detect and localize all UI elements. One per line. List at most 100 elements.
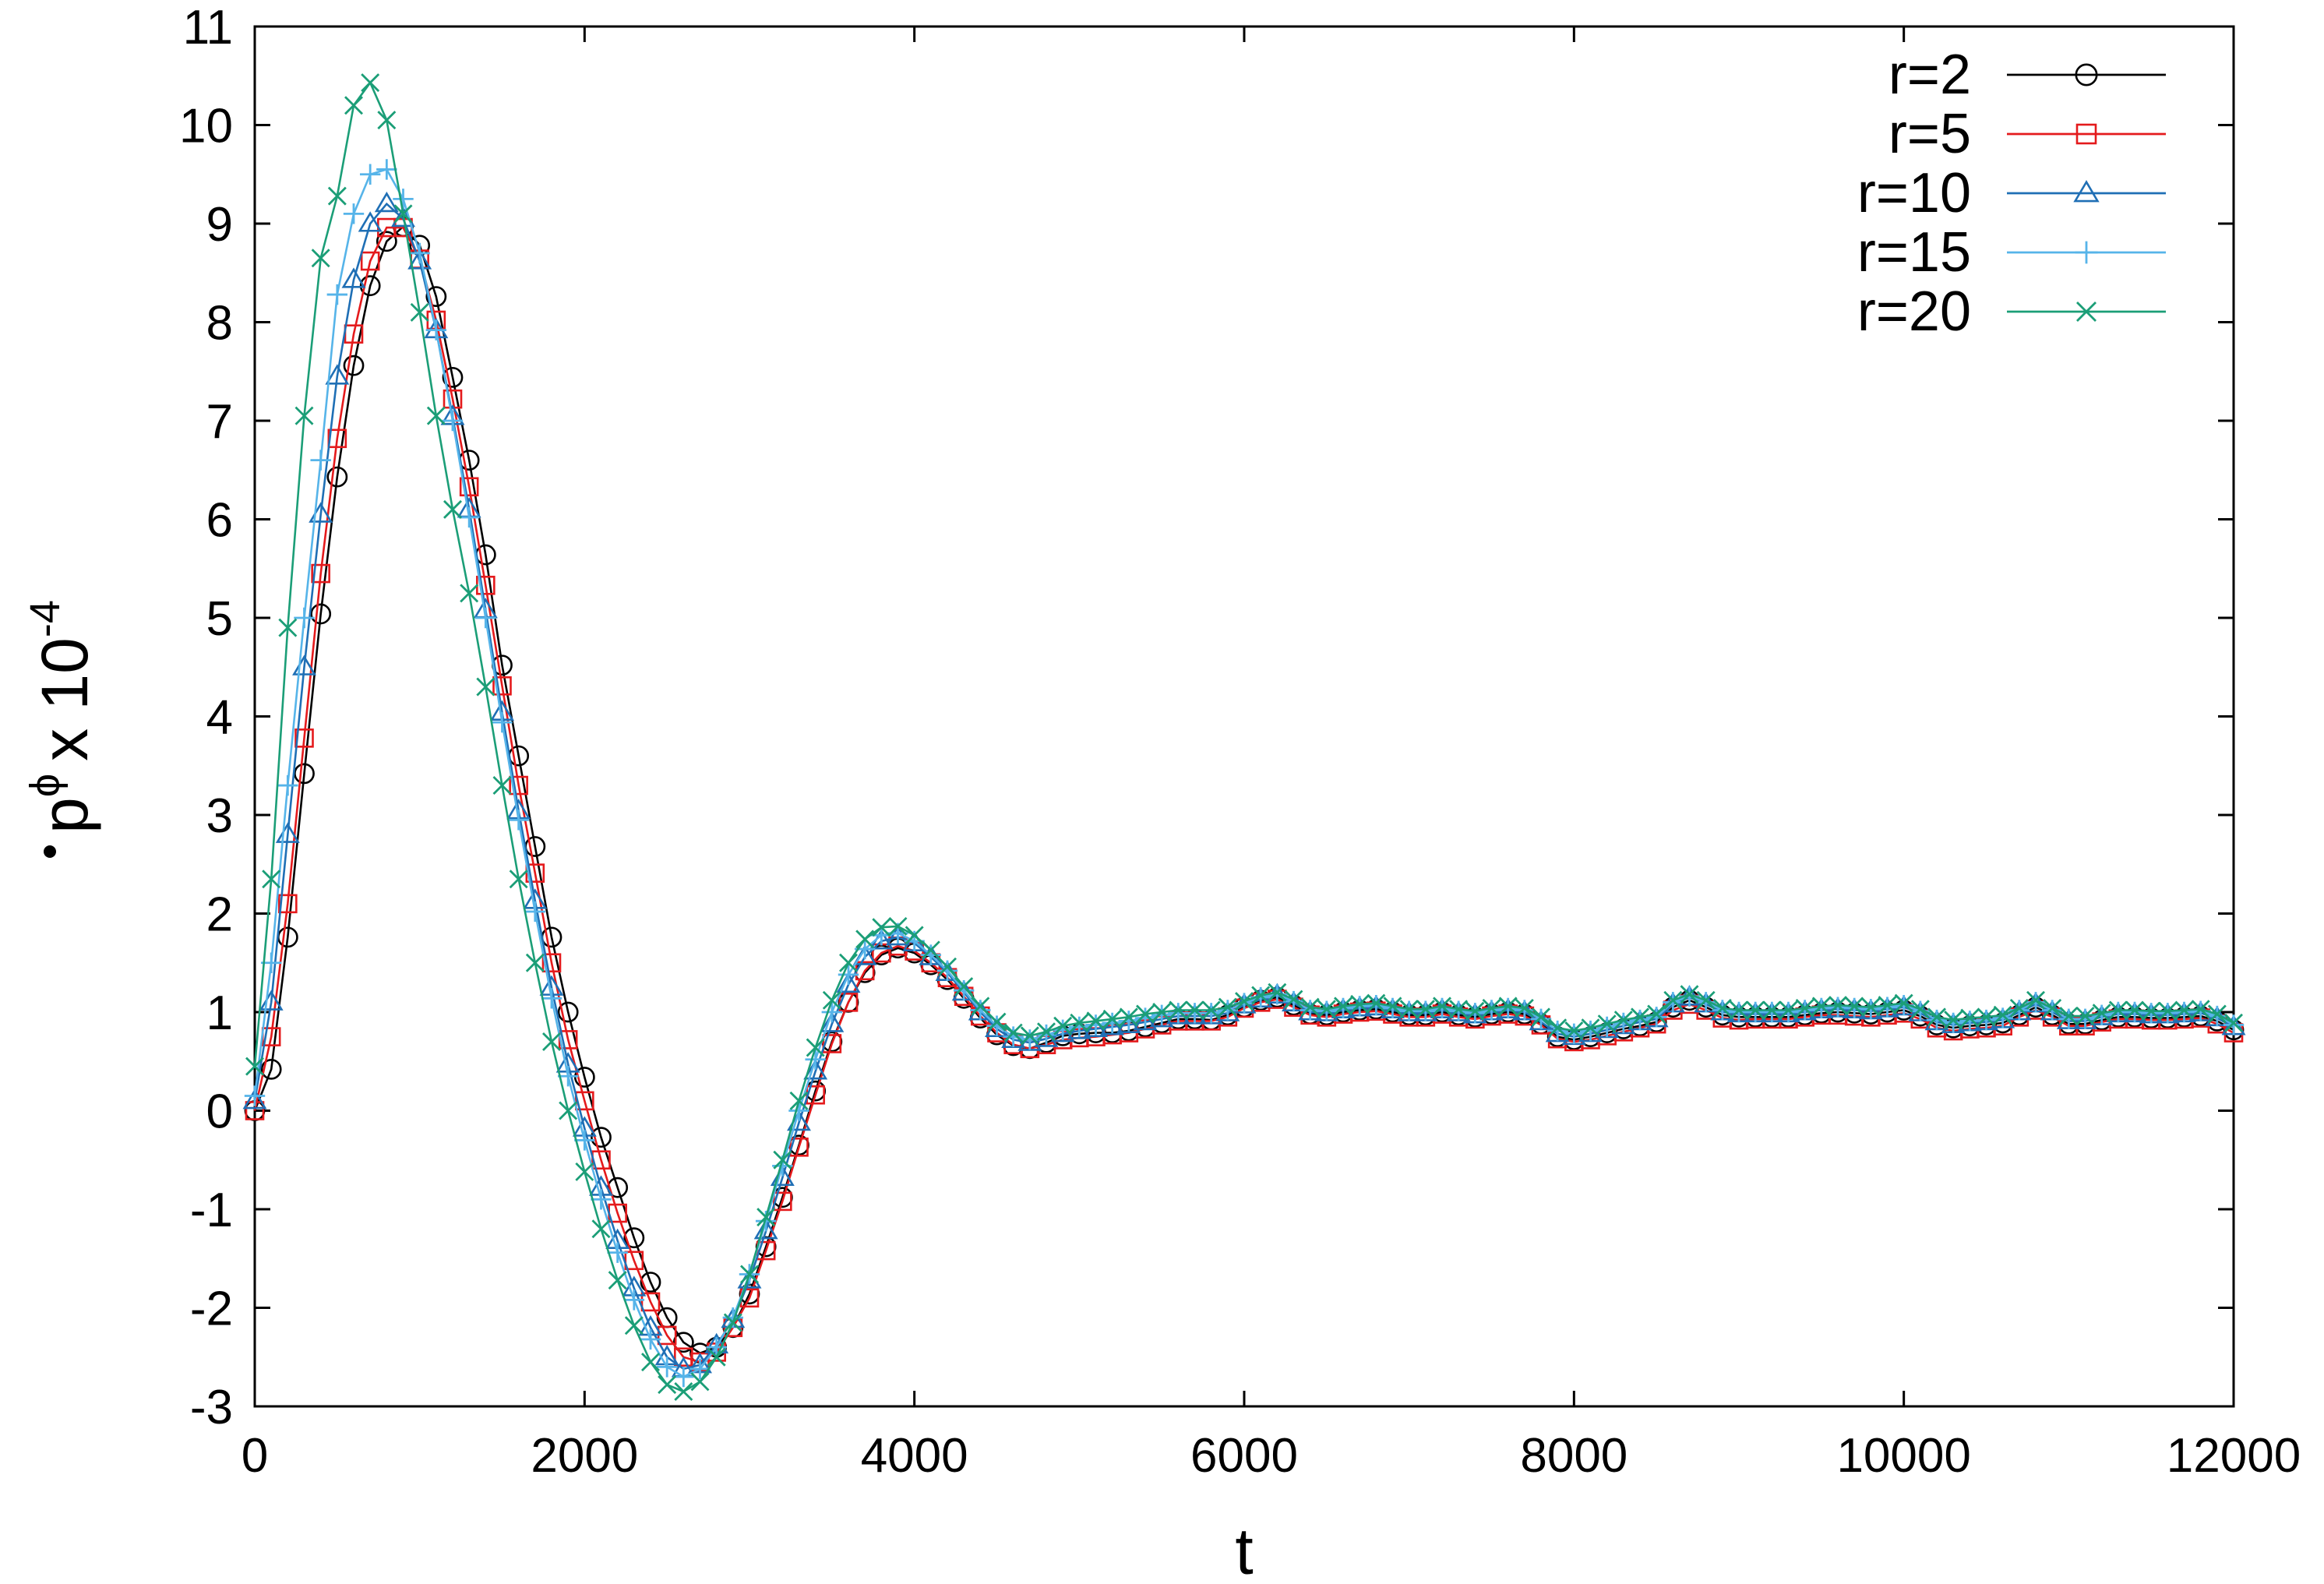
y-tick-label: 7 [206, 395, 233, 449]
data-point [921, 940, 940, 960]
data-point [2075, 241, 2098, 264]
data-point [805, 1049, 826, 1070]
data-point [872, 918, 891, 937]
data-point [591, 1219, 611, 1239]
data-point [1433, 997, 1451, 1016]
data-point [591, 1127, 612, 1148]
data-point [2059, 1007, 2079, 1026]
data-point [1497, 997, 1518, 1019]
data-point [623, 1289, 645, 1311]
data-point [1910, 1000, 1931, 1021]
data-point [658, 1375, 677, 1395]
data-point [278, 894, 298, 914]
data-point [1317, 1000, 1336, 1019]
data-point [1894, 993, 1913, 1013]
data-point [1878, 996, 1897, 1015]
y-axis-label-superscript: ϕ [22, 774, 69, 797]
data-point [1284, 990, 1303, 1009]
legend: r=2r=5r=10r=15r=20 [1857, 44, 2166, 343]
data-point [1695, 992, 1716, 1013]
data-point [1663, 990, 1683, 1010]
series-line [253, 202, 2234, 1371]
data-point [377, 111, 397, 130]
data-point [773, 1150, 792, 1169]
data-point [773, 1191, 792, 1212]
data-point [1663, 992, 1684, 1013]
data-point [1960, 1008, 1980, 1028]
legend-item: r=15 [1857, 221, 2166, 284]
data-point [756, 1208, 776, 1227]
data-point [1861, 997, 1881, 1017]
data-point [1645, 1007, 1667, 1028]
data-point [2073, 180, 2100, 203]
data-point [1829, 996, 1847, 1015]
data-point [938, 957, 957, 976]
data-point [905, 926, 924, 945]
data-point [1877, 997, 1898, 1018]
data-point [591, 1189, 612, 1210]
data-point [1762, 1000, 1782, 1020]
series-line [253, 224, 2234, 1355]
data-point [1152, 1003, 1172, 1021]
data-point [987, 1012, 1007, 1032]
data-point [2108, 1000, 2128, 1020]
series-line [253, 226, 2234, 1364]
data-point [574, 1130, 595, 1151]
x-axis-label: t [1235, 1515, 1253, 1584]
data-point [936, 960, 958, 982]
data-point [410, 302, 429, 322]
data-point [740, 1265, 759, 1284]
data-point [326, 466, 348, 488]
data-point [1977, 1007, 1996, 1027]
y-tick-label: 5 [206, 592, 233, 646]
y-tick-label: 2 [206, 888, 233, 942]
data-point [1546, 1020, 1568, 1042]
data-point [294, 763, 315, 785]
data-point [341, 267, 366, 288]
data-point [311, 249, 330, 268]
data-point [1730, 1000, 1748, 1020]
data-point [509, 870, 528, 889]
legend-label: r=15 [1857, 221, 1971, 284]
data-point [344, 96, 363, 115]
data-point [1712, 998, 1732, 1018]
x-tick-label: 4000 [861, 1429, 968, 1483]
data-point [1334, 997, 1352, 1016]
data-point [1283, 990, 1304, 1012]
data-point [2174, 1000, 2194, 1020]
data-point [1532, 1007, 1550, 1027]
data-point [838, 964, 859, 986]
data-point [1564, 1021, 1584, 1041]
data-point [970, 1000, 991, 1021]
data-point [242, 1088, 267, 1110]
data-point [2075, 123, 2097, 145]
y-tick-label: 3 [206, 789, 233, 843]
data-point [409, 242, 430, 264]
data-point [244, 1085, 266, 1106]
axis-ticks: 0 2000 4000 6000 8000 10000 12000 -3 -2 -1 0 1 2 3 4 5 6… [179, 1, 2301, 1483]
data-point [310, 603, 332, 625]
data-point [789, 1138, 809, 1157]
data-point [1580, 1020, 1601, 1042]
data-point [1548, 1018, 1568, 1038]
data-point [2076, 302, 2097, 322]
data-point [753, 1219, 778, 1240]
data-point [1564, 1023, 1585, 1045]
data-point [492, 711, 513, 733]
data-point [476, 677, 495, 697]
data-point [492, 676, 512, 696]
data-point [1465, 1001, 1485, 1021]
data-point [245, 1057, 264, 1076]
data-point [1218, 997, 1237, 1017]
data-point [640, 1328, 661, 1350]
data-point [541, 988, 562, 1009]
data-point [1811, 997, 1831, 1016]
data-point [1316, 1000, 1338, 1021]
data-point [327, 429, 347, 449]
data-point [838, 993, 859, 1012]
y-tick-label: 6 [206, 494, 233, 548]
data-point [1647, 1004, 1666, 1024]
data-point [2026, 990, 2045, 1010]
data-point [393, 189, 414, 210]
data-point [2041, 1000, 2063, 1021]
